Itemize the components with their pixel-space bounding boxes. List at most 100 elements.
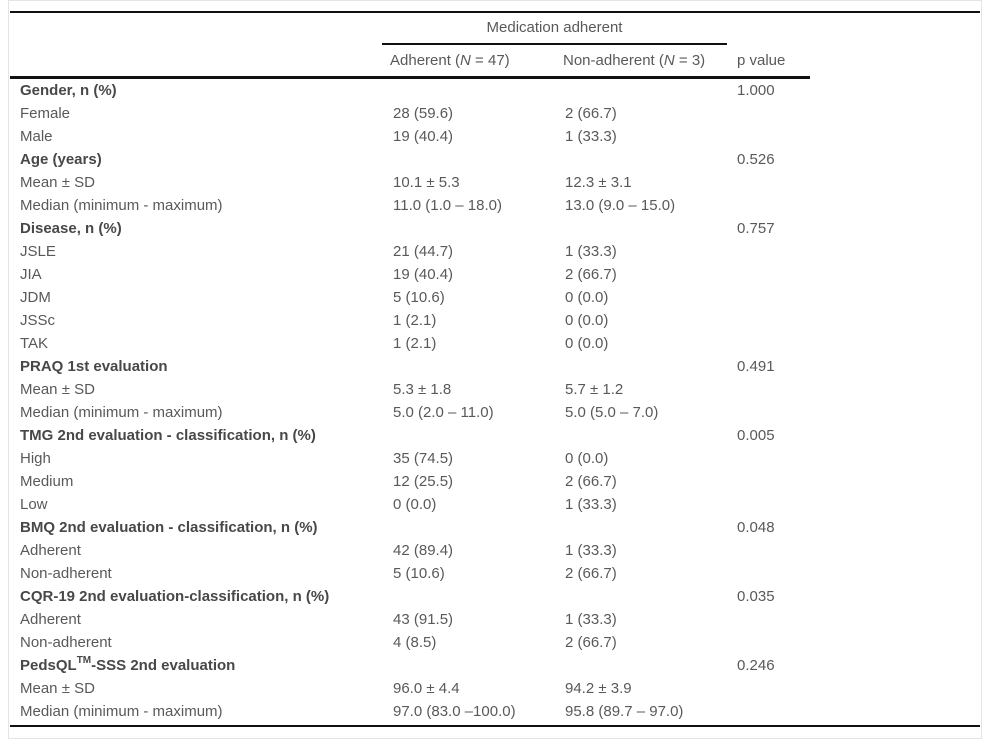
row-label: Adherent: [20, 542, 81, 559]
adherent-value: 35 (74.5): [393, 450, 454, 467]
p-value: [737, 608, 982, 631]
table-row: PedsQLTM-SSS 2nd evaluation 0.246: [20, 654, 982, 677]
p-value: [737, 125, 982, 148]
p-value: [737, 700, 982, 723]
row-label: Non-adherent: [20, 634, 112, 651]
nonadherent-value: 95.8 (89.7 – 97.0): [565, 703, 684, 720]
nonadherent-value: 0 (0.0): [565, 450, 609, 467]
row-label: Median (minimum - maximum): [20, 404, 223, 421]
nonadherent-value: [565, 585, 737, 608]
adherent-value: 19 (40.4): [393, 128, 454, 145]
table-row: CQR-19 2nd evaluation-classification, n …: [20, 585, 982, 608]
nonadherent-value: 0 (0.0): [565, 289, 609, 306]
table-row: TAK 1 (2.1) 0 (0.0): [20, 332, 982, 355]
p-value: [737, 539, 982, 562]
adherent-value: 96.0 ± 4.4: [393, 680, 460, 697]
table-row: TMG 2nd evaluation - classification, n (…: [20, 424, 982, 447]
nonadherent-value: 2 (66.7): [565, 473, 617, 490]
adherent-value: [393, 516, 565, 539]
p-value: [737, 171, 982, 194]
adherent-value: 97.0 (83.0 –100.0): [393, 703, 516, 720]
row-label: CQR-19 2nd evaluation-classification, n …: [20, 588, 330, 605]
p-value: [737, 102, 982, 125]
p-value: [737, 309, 982, 332]
p-value: [737, 194, 982, 217]
row-label: Female: [20, 105, 71, 122]
table-row: High 35 (74.5) 0 (0.0): [20, 447, 982, 470]
spanner-header: Medication adherent: [486, 19, 623, 36]
row-label: TAK: [20, 335, 49, 352]
p-value: [737, 263, 982, 286]
row-label: Mean ± SD: [20, 174, 95, 191]
table-row: Mean ± SD 10.1 ± 5.3 12.3 ± 3.1: [20, 171, 982, 194]
column-header-pvalue: p value: [737, 52, 786, 69]
p-value: 0.048: [737, 519, 775, 536]
nonadherent-value: 0 (0.0): [565, 335, 609, 352]
table-row: Age (years) 0.526: [20, 148, 982, 171]
adherent-value: 5 (10.6): [393, 565, 445, 582]
row-label: Disease, n (%): [20, 220, 122, 237]
column-header-adherent: Adherent (N = 47): [390, 52, 510, 70]
row-label: Mean ± SD: [20, 381, 95, 398]
italic-n: N: [663, 52, 675, 69]
table-bottom-rule: [10, 725, 980, 727]
row-label: Medium: [20, 473, 74, 490]
table-row: Median (minimum - maximum) 11.0 (1.0 – 1…: [20, 194, 982, 217]
p-value: [737, 401, 982, 424]
p-value: [737, 286, 982, 309]
p-value: [737, 493, 982, 516]
adherent-value: 10.1 ± 5.3: [393, 174, 460, 191]
nonadherent-value: [565, 355, 737, 378]
table-row: Mean ± SD 5.3 ± 1.8 5.7 ± 1.2: [20, 378, 982, 401]
table-row: Median (minimum - maximum) 5.0 (2.0 – 11…: [20, 401, 982, 424]
adherent-value: 5.3 ± 1.8: [393, 381, 452, 398]
adherent-value: [393, 654, 565, 677]
row-label: Non-adherent: [20, 565, 112, 582]
adherent-value: 5.0 (2.0 – 11.0): [393, 404, 494, 421]
p-value: [737, 677, 982, 700]
row-label: BMQ 2nd evaluation - classification, n (…: [20, 519, 318, 536]
adherent-value: 21 (44.7): [393, 243, 454, 260]
adherent-value: 19 (40.4): [393, 266, 454, 283]
row-label: PRAQ 1st evaluation: [20, 358, 168, 375]
p-value: [737, 240, 982, 263]
nonadherent-value: 2 (66.7): [565, 105, 617, 122]
table-row: JSSc 1 (2.1) 0 (0.0): [20, 309, 982, 332]
row-label: Male: [20, 128, 53, 145]
adherent-value: 43 (91.5): [393, 611, 454, 628]
table-top-rule: [10, 11, 980, 13]
adherent-value: 5 (10.6): [393, 289, 445, 306]
table-row: Adherent 43 (91.5) 1 (33.3): [20, 608, 982, 631]
row-label: JDM: [20, 289, 51, 306]
nonadherent-value: 1 (33.3): [565, 542, 617, 559]
table-row: Non-adherent 4 (8.5) 2 (66.7): [20, 631, 982, 654]
row-label: Adherent: [20, 611, 81, 628]
row-label: JSSc: [20, 312, 56, 329]
nonadherent-value: 1 (33.3): [565, 496, 617, 513]
p-value: 0.757: [737, 220, 775, 237]
adherent-value: [393, 355, 565, 378]
table-row: Disease, n (%) 0.757: [20, 217, 982, 240]
p-value: 1.000: [737, 82, 775, 99]
spanner-underline: [382, 43, 727, 45]
row-label: Low: [20, 496, 48, 513]
nonadherent-value: 12.3 ± 3.1: [565, 174, 632, 191]
column-header-nonadherent: Non-adherent (N = 3): [563, 52, 705, 70]
nonadherent-value: 0 (0.0): [565, 312, 609, 329]
adherent-value: [393, 585, 565, 608]
adherent-value: [393, 424, 565, 447]
nonadherent-value: 94.2 ± 3.9: [565, 680, 632, 697]
table-row: JDM 5 (10.6) 0 (0.0): [20, 286, 982, 309]
nonadherent-value: 1 (33.3): [565, 611, 617, 628]
nonadherent-value: 13.0 (9.0 – 15.0): [565, 197, 676, 214]
table-row: Male 19 (40.4) 1 (33.3): [20, 125, 982, 148]
table-row: Gender, n (%) 1.000: [20, 79, 982, 102]
table-row: JSLE 21 (44.7) 1 (33.3): [20, 240, 982, 263]
p-value: 0.491: [737, 358, 775, 375]
adherent-value: 28 (59.6): [393, 105, 454, 122]
row-label: PedsQLTM-SSS 2nd evaluation: [20, 655, 236, 675]
nonadherent-value: [565, 654, 737, 677]
table-row: Adherent 42 (89.4) 1 (33.3): [20, 539, 982, 562]
adherent-value: 11.0 (1.0 – 18.0): [393, 197, 502, 214]
